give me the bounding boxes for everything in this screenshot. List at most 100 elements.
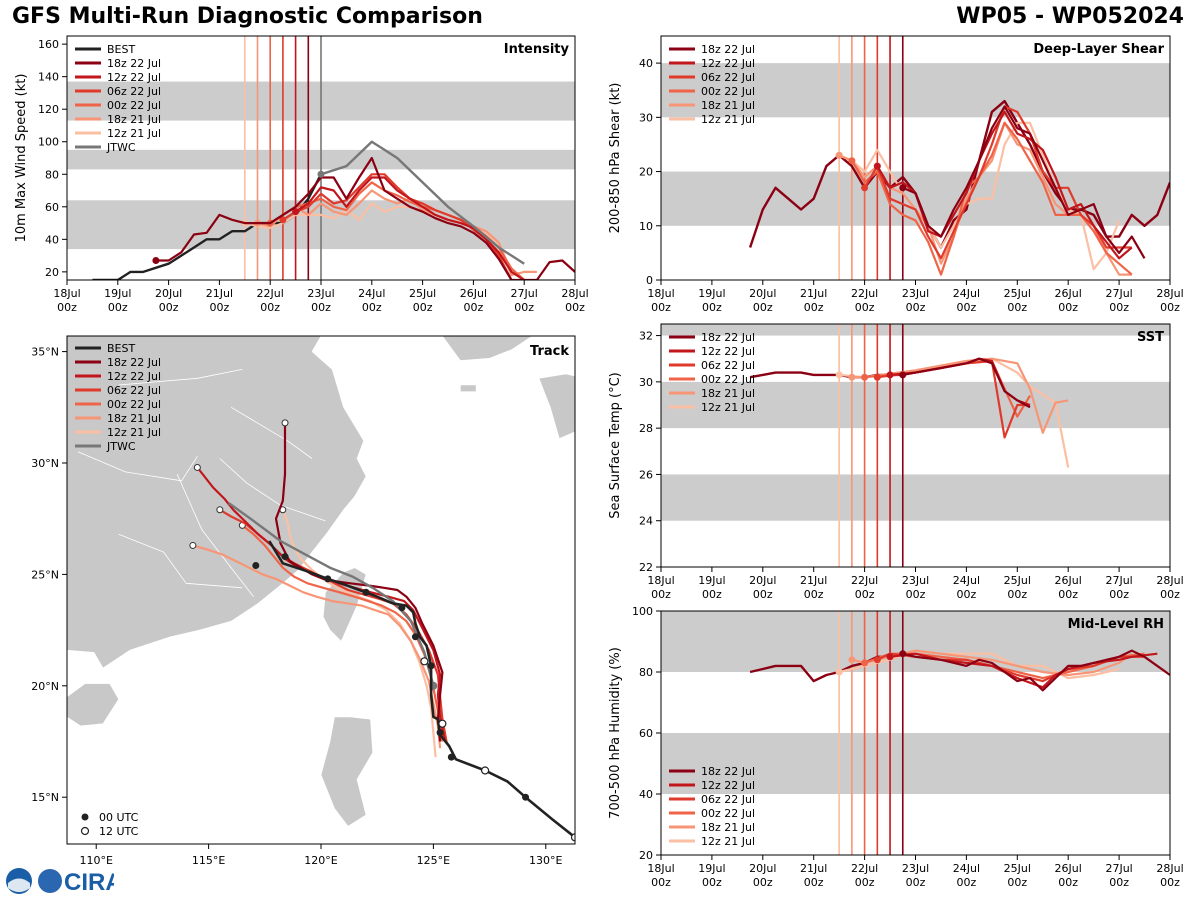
x-tick-sublabel: 00z <box>565 301 585 314</box>
y-tick-label: 0 <box>646 274 653 287</box>
legend-label: 12z 21 Jul <box>107 426 161 439</box>
intensity-chart: 2040608010012014016018Jul00z19Jul00z20Ju… <box>14 35 589 314</box>
y-axis-label: 700-500 hPa Humidity (%) <box>608 647 623 819</box>
x-tick-sublabel: 00z <box>651 876 671 889</box>
province-border <box>78 451 198 482</box>
x-tick-sublabel: 00z <box>753 588 773 601</box>
y-tick-label: 30 <box>639 111 653 124</box>
legend-label: 18z 22 Jul <box>107 57 161 70</box>
panel-title: Deep-Layer Shear <box>1033 42 1164 57</box>
x-tick-label: 19Jul <box>698 287 725 300</box>
lon-tick-label: 130°E <box>529 854 562 867</box>
x-tick-label: 21Jul <box>800 862 827 875</box>
legend-label: 00z 22 Jul <box>701 373 755 386</box>
x-tick-label: 23Jul <box>902 862 929 875</box>
threshold-band <box>661 381 1170 429</box>
x-tick-sublabel: 00z <box>1109 301 1129 314</box>
legend-label: 00z 22 Jul <box>701 85 755 98</box>
y-tick-label: 60 <box>639 727 653 740</box>
threshold-band <box>661 611 1170 672</box>
threshold-band <box>661 474 1170 521</box>
x-tick-sublabel: 00z <box>1007 301 1027 314</box>
x-tick-label: 19Jul <box>698 574 725 587</box>
jtwc-start-marker <box>317 170 325 178</box>
legend-label: 12z 21 Jul <box>107 127 161 140</box>
legend-label: JTWC <box>106 141 136 154</box>
run-series-0 <box>902 649 1170 692</box>
marker-00utc <box>522 793 530 801</box>
x-tick-label: 20Jul <box>155 287 182 300</box>
run-track-0 <box>274 422 444 742</box>
shear-chart: 01020304018Jul00z19Jul00z20Jul00z21Jul00… <box>608 35 1184 314</box>
x-tick-sublabel: 00z <box>1109 588 1129 601</box>
run-track-end-marker <box>216 506 224 514</box>
legend-marker-12utc <box>80 826 90 836</box>
x-tick-sublabel: 00z <box>159 301 179 314</box>
legend-label: 18z 21 Jul <box>701 821 755 834</box>
legend-label: 18z 21 Jul <box>701 387 755 400</box>
plot-area <box>661 36 1170 280</box>
y-tick-label: 120 <box>38 103 59 116</box>
x-tick-label: 27Jul <box>511 287 538 300</box>
legend-label: JTWC <box>106 440 136 453</box>
x-tick-label: 22Jul <box>851 287 878 300</box>
x-tick-sublabel: 00z <box>1160 876 1180 889</box>
run-start-marker <box>899 184 907 192</box>
marker-12utc <box>570 833 575 842</box>
y-tick-label: 100 <box>38 136 59 149</box>
korea-land <box>442 336 533 361</box>
x-tick-sublabel: 00z <box>906 588 926 601</box>
x-tick-label: 24Jul <box>953 287 980 300</box>
x-tick-label: 25Jul <box>1004 574 1031 587</box>
run-start-marker <box>292 208 300 216</box>
legend-label: 18z 21 Jul <box>107 412 161 425</box>
x-tick-sublabel: 00z <box>1109 876 1129 889</box>
y-tick-label: 160 <box>38 38 59 51</box>
x-tick-label: 27Jul <box>1105 287 1132 300</box>
run-series-3 <box>850 121 1133 276</box>
map-area <box>67 336 575 842</box>
marker-12utc <box>420 657 429 666</box>
y-tick-label: 10 <box>639 220 653 233</box>
legend-label: 06z 22 Jul <box>701 359 755 372</box>
x-tick-label: 20Jul <box>749 862 776 875</box>
x-tick-sublabel: 00z <box>651 301 671 314</box>
marker-00utc <box>427 662 435 670</box>
run-start-marker <box>899 371 907 379</box>
y-tick-label: 80 <box>639 666 653 679</box>
x-tick-sublabel: 00z <box>1058 588 1078 601</box>
x-tick-sublabel: 00z <box>855 301 875 314</box>
x-tick-sublabel: 00z <box>702 876 722 889</box>
x-tick-label: 28Jul <box>1156 574 1183 587</box>
panel-title: Mid-Level RH <box>1068 617 1164 632</box>
x-tick-label: 20Jul <box>749 574 776 587</box>
legend-label: 00z 22 Jul <box>701 807 755 820</box>
lat-tick-label: 20°N <box>31 680 59 693</box>
x-tick-sublabel: 00z <box>1058 876 1078 889</box>
threshold-band <box>661 171 1170 226</box>
x-tick-sublabel: 00z <box>108 301 128 314</box>
y-tick-label: 20 <box>45 266 59 279</box>
x-tick-sublabel: 00z <box>1160 301 1180 314</box>
x-tick-label: 25Jul <box>1004 287 1031 300</box>
legend-label: BEST <box>107 342 135 355</box>
x-tick-sublabel: 00z <box>804 876 824 889</box>
legend-label: 06z 22 Jul <box>701 71 755 84</box>
legend-label: BEST <box>107 43 135 56</box>
y-tick-label: 20 <box>639 849 653 862</box>
legend-label: 06z 22 Jul <box>107 85 161 98</box>
legend-marker-00utc <box>81 813 89 821</box>
marker-00utc <box>252 561 260 569</box>
legend-label: 12 UTC <box>99 825 139 838</box>
x-tick-sublabel: 00z <box>362 301 382 314</box>
x-tick-sublabel: 00z <box>1007 588 1027 601</box>
y-axis-label: 200-850 hPa Shear (kt) <box>608 83 623 234</box>
x-tick-label: 24Jul <box>953 862 980 875</box>
run-series-5 <box>838 649 1120 680</box>
globe-logo-icon <box>38 869 62 893</box>
x-tick-sublabel: 00z <box>957 588 977 601</box>
threshold-band <box>661 63 1170 118</box>
x-tick-sublabel: 00z <box>514 301 534 314</box>
track-chart: 110°E 115°E 120°E 125°E 130°E 15°N 20°N 25°N 30°… <box>31 335 576 867</box>
run-start-marker <box>848 157 856 165</box>
